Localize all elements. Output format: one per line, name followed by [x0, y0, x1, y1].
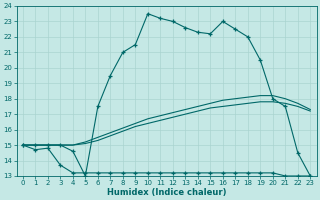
X-axis label: Humidex (Indice chaleur): Humidex (Indice chaleur) [107, 188, 226, 197]
